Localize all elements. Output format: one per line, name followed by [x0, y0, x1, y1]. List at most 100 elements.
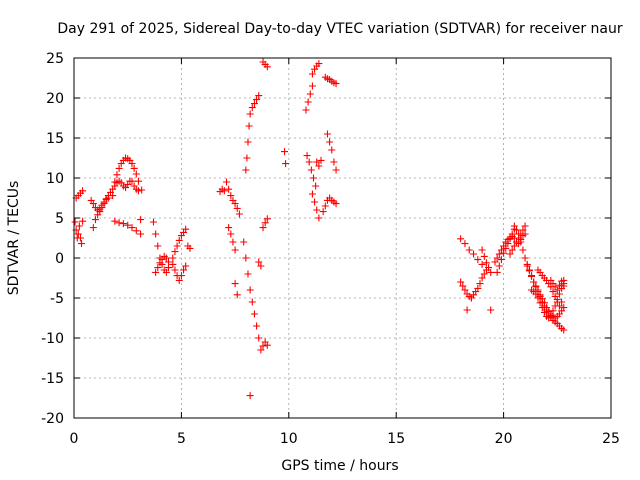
y-tick-label: -15 — [41, 371, 64, 387]
data-point — [244, 138, 252, 146]
x-tick-label: 25 — [602, 431, 620, 447]
data-point — [332, 80, 340, 88]
data-point — [303, 152, 311, 160]
data-point — [115, 219, 123, 227]
data-point — [308, 190, 316, 198]
data-point — [313, 206, 321, 214]
data-point — [137, 230, 145, 238]
data-point — [223, 178, 231, 186]
data-point — [235, 210, 243, 218]
data-point — [134, 177, 142, 185]
data-point — [512, 226, 520, 234]
data-point — [138, 186, 146, 194]
data-point — [98, 204, 106, 212]
data-point — [246, 286, 254, 294]
data-point — [519, 246, 527, 254]
data-point — [225, 224, 233, 232]
x-tick-label: 0 — [70, 431, 79, 447]
data-point — [560, 304, 568, 312]
data-point — [79, 187, 87, 195]
y-axis-label: SDTVAR / TECUs — [6, 181, 22, 296]
data-point — [487, 268, 495, 276]
data-point — [162, 268, 170, 276]
data-point — [89, 200, 97, 208]
data-point — [502, 244, 510, 252]
data-point — [530, 278, 538, 286]
data-point — [474, 284, 482, 292]
data-point — [478, 260, 486, 268]
x-tick-label: 5 — [177, 431, 186, 447]
data-point — [109, 192, 117, 200]
data-point — [317, 156, 325, 164]
data-point — [465, 246, 473, 254]
data-point — [506, 235, 514, 243]
data-point — [308, 70, 316, 78]
y-tick-label: -20 — [41, 411, 64, 427]
data-point — [510, 242, 518, 250]
data-point — [250, 100, 258, 108]
data-point — [233, 204, 241, 212]
data-point — [71, 218, 79, 226]
data-point — [79, 217, 87, 225]
data-point — [315, 162, 323, 170]
data-point — [259, 342, 267, 350]
data-point — [487, 306, 495, 314]
data-point — [321, 202, 329, 210]
data-point — [323, 130, 331, 138]
data-point — [78, 240, 86, 248]
data-point — [549, 307, 557, 315]
x-axis-label: GPS time / hours — [281, 458, 398, 474]
data-point — [229, 238, 237, 246]
data-point — [312, 182, 320, 190]
data-point — [124, 221, 132, 229]
x-tick-labels: 0 5 10 15 20 25 — [70, 431, 620, 447]
data-point — [259, 224, 267, 232]
data-point — [457, 278, 465, 286]
data-point — [538, 304, 546, 312]
data-point — [555, 302, 563, 310]
data-point — [459, 282, 467, 290]
data-point — [100, 200, 108, 208]
data-point — [175, 276, 183, 284]
data-point — [463, 306, 471, 314]
data-point — [253, 322, 261, 330]
data-point — [491, 258, 499, 266]
data-point — [130, 164, 138, 172]
data-point — [308, 82, 316, 90]
data-points — [71, 58, 568, 400]
data-point — [551, 292, 559, 300]
data-point — [165, 258, 173, 266]
data-point — [104, 194, 112, 202]
y-tick-label: -5 — [50, 291, 64, 307]
data-point — [119, 220, 127, 228]
data-point — [169, 254, 177, 262]
axis-ticks — [73, 57, 612, 419]
data-point — [474, 256, 482, 264]
data-point — [182, 225, 190, 233]
data-point — [510, 222, 518, 230]
data-point — [508, 230, 516, 238]
data-point — [326, 138, 334, 146]
data-point — [231, 200, 239, 208]
data-point — [220, 187, 228, 195]
data-point — [536, 299, 544, 307]
data-point — [225, 185, 233, 193]
data-point — [186, 244, 194, 252]
data-point — [315, 214, 323, 222]
data-point — [76, 234, 84, 242]
data-point — [242, 254, 250, 262]
chart-title: Day 291 of 2025, Sidereal Day-to-day VTE… — [57, 21, 623, 37]
data-point — [263, 63, 271, 71]
data-point — [480, 252, 488, 260]
y-tick-labels: -20 -15 -10 -5 0 5 10 15 20 25 — [41, 51, 64, 427]
data-point — [253, 96, 261, 104]
data-point — [227, 230, 235, 238]
data-point — [180, 266, 188, 274]
data-point — [177, 272, 185, 280]
y-tick-label: 5 — [55, 211, 64, 227]
data-point — [240, 238, 248, 246]
data-point — [549, 288, 557, 296]
data-point — [328, 146, 336, 154]
